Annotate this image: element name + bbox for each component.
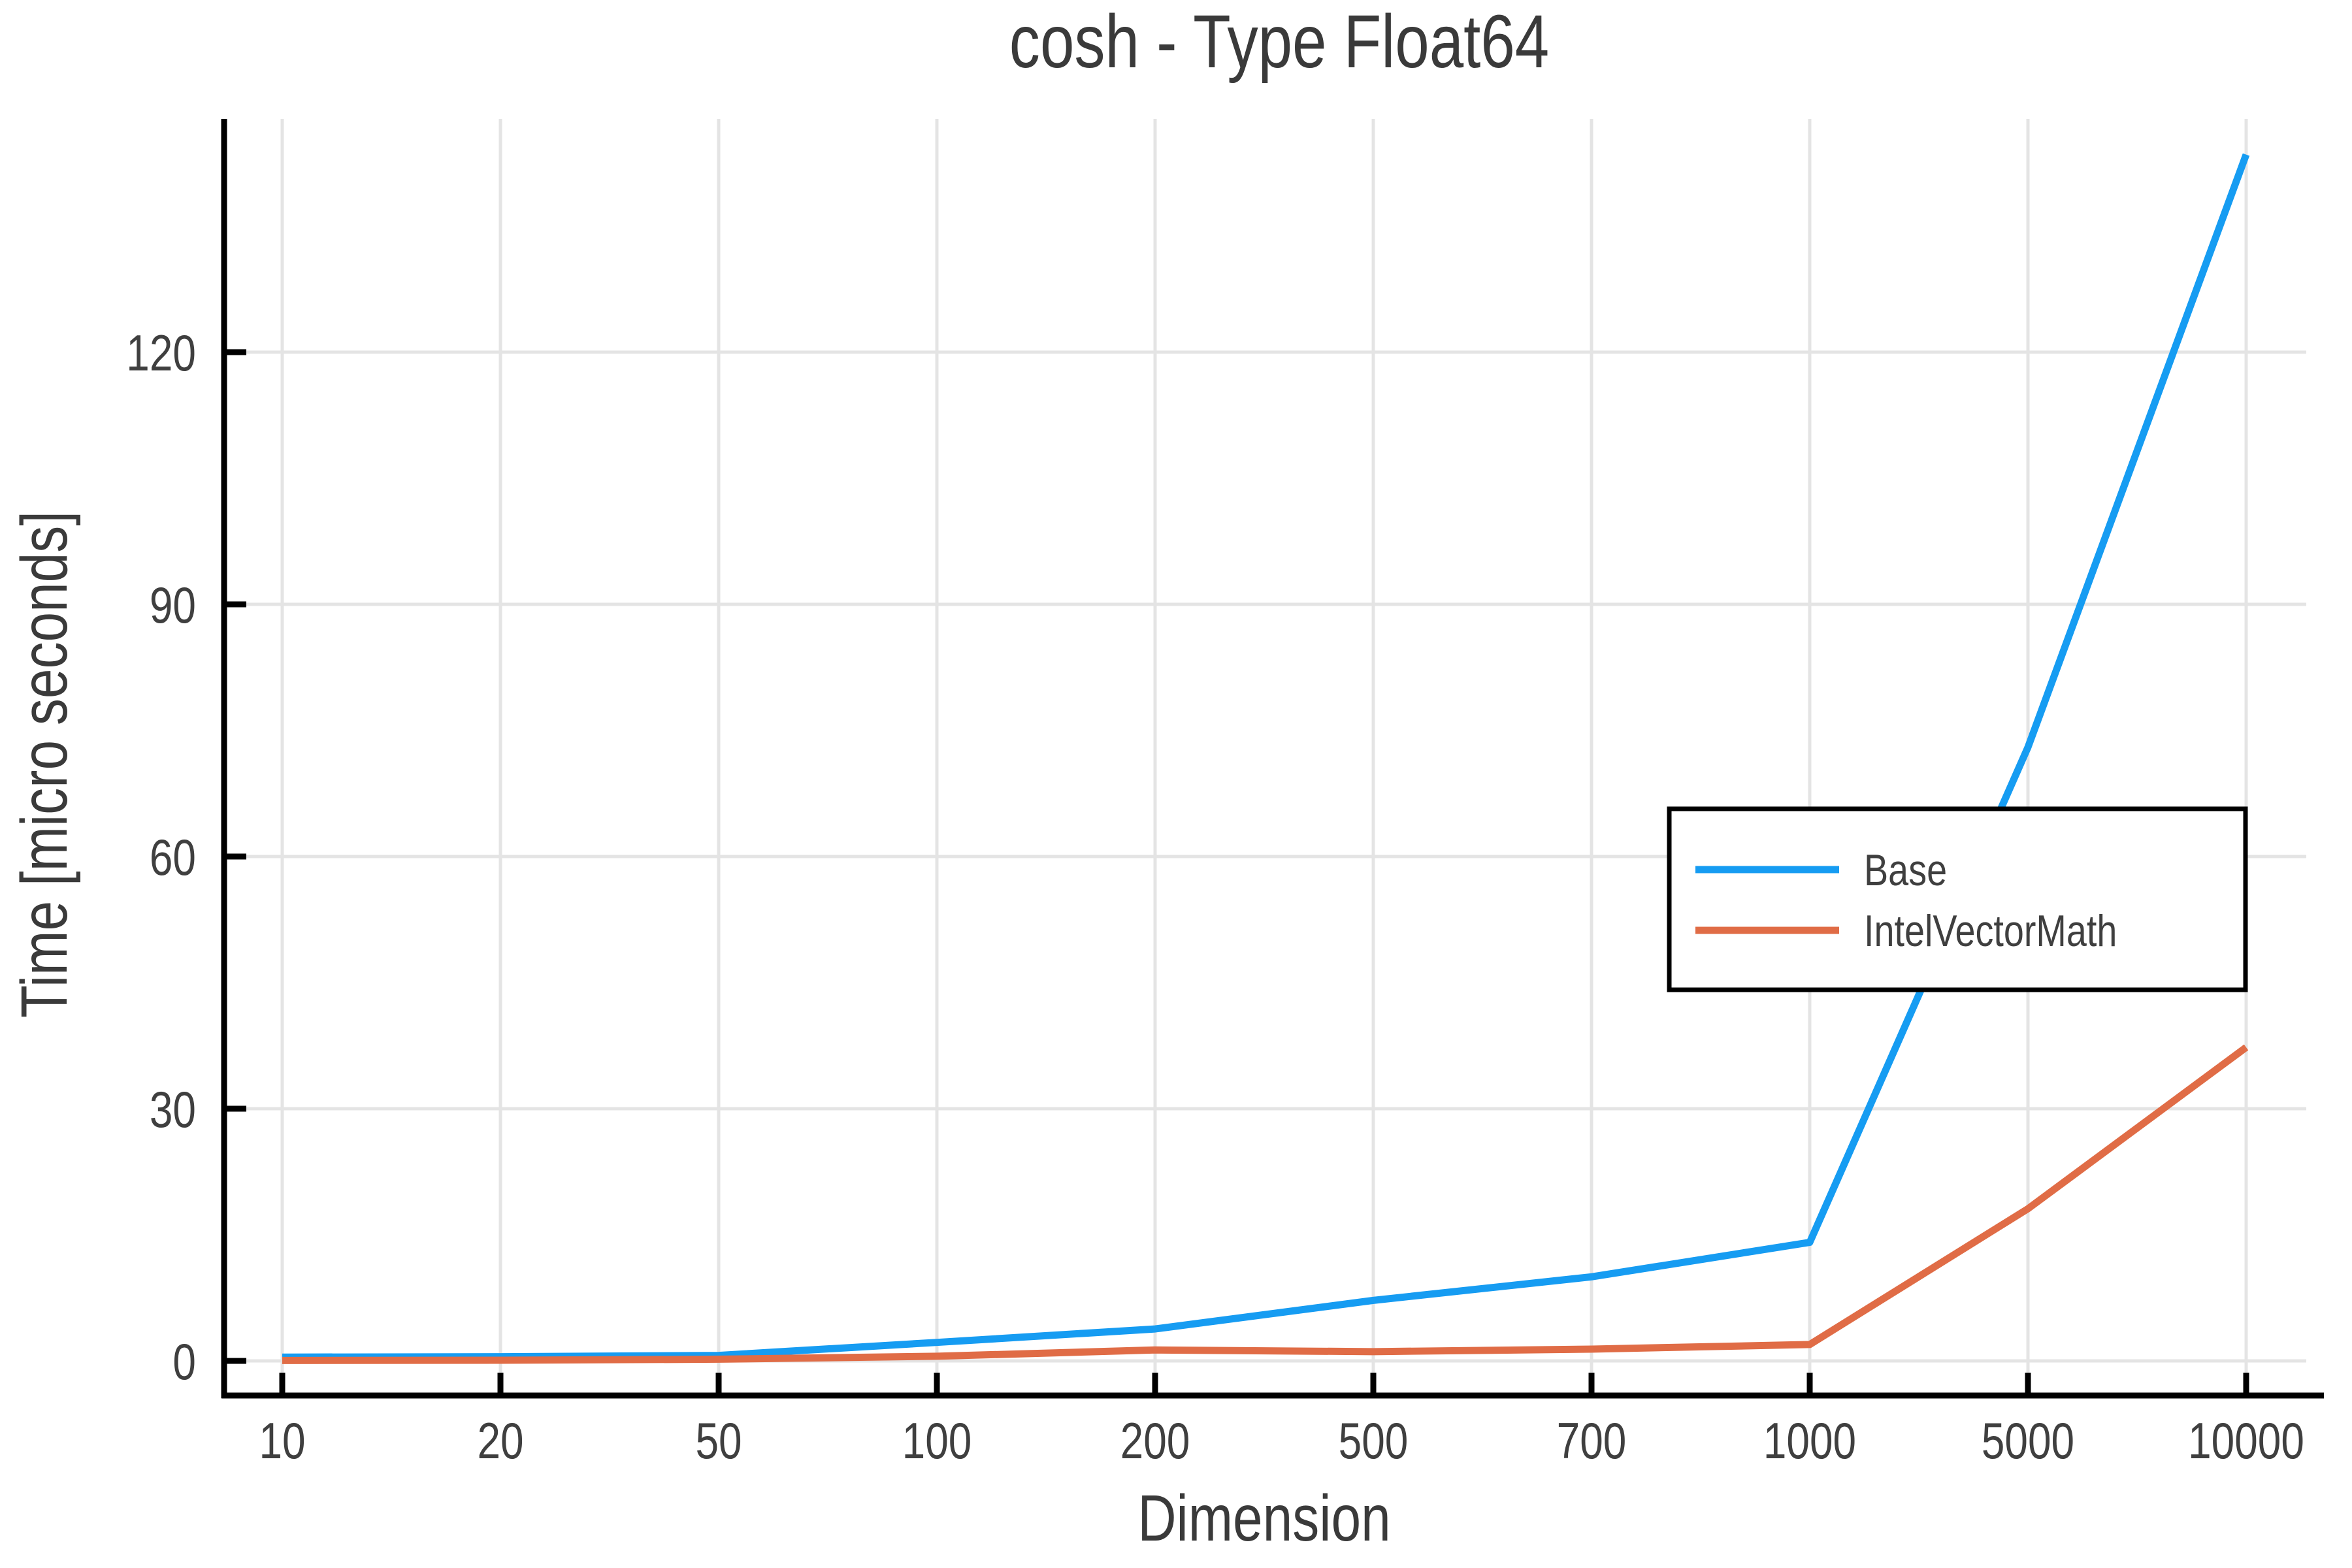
y-tick-label: 0 — [172, 1333, 196, 1390]
y-axis-label: Time [micro seconds] — [8, 511, 81, 1018]
x-tick-label: 10 — [259, 1413, 305, 1469]
series-lines — [282, 153, 2250, 1364]
x-tick-label: 50 — [695, 1413, 742, 1469]
y-tick-label: 30 — [150, 1081, 196, 1138]
tick-marks — [224, 349, 2249, 1396]
x-tick-label: 1000 — [1763, 1413, 1856, 1469]
legend-label-base: Base — [1864, 846, 1947, 895]
x-tick-label: 5000 — [1982, 1413, 2074, 1469]
series-line-base — [282, 153, 2250, 1361]
y-tick-label: 90 — [150, 577, 196, 634]
axis-spines — [221, 119, 2324, 1399]
chart-title: cosh - Type Float64 — [1009, 0, 1549, 84]
x-tick-label: 200 — [1120, 1413, 1190, 1469]
legend-entry-base: Base — [1695, 846, 1947, 895]
legend-entry-intelvectormath: IntelVectorMath — [1695, 907, 2117, 956]
y-tick-label: 60 — [150, 829, 196, 886]
vertical-gridlines — [280, 119, 2248, 1396]
legend-box — [1667, 806, 2248, 992]
x-axis-label: Dimension — [1137, 1482, 1390, 1555]
y-tick-label: 120 — [126, 325, 196, 382]
x-tick-label: 700 — [1557, 1413, 1627, 1469]
x-tick-label: 20 — [477, 1413, 523, 1469]
tick-labels: 10 20 50 100 200 500 700 1000 5000 10000 0 30 60 90 12… — [126, 325, 2304, 1469]
legend: Base IntelVectorMath — [1667, 806, 2248, 992]
x-tick-label: 10000 — [2188, 1413, 2304, 1469]
x-tick-label: 500 — [1339, 1413, 1409, 1469]
legend-label-intelvectormath: IntelVectorMath — [1864, 907, 2117, 956]
series-line-intelvectormath — [282, 1044, 2249, 1364]
x-tick-label: 100 — [902, 1413, 972, 1469]
